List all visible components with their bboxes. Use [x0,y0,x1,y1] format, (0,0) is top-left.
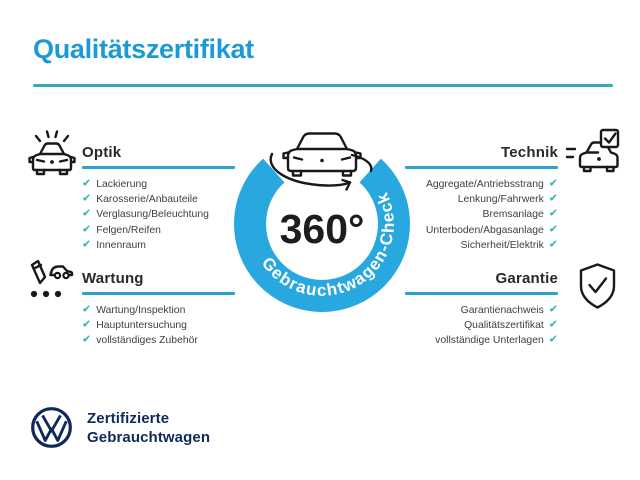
title-divider [33,84,613,87]
check-icon: ✔ [82,333,92,346]
check-icon: ✔ [82,177,92,190]
footer-line1: Zertifizierte [87,409,170,427]
check-icon: ✔ [548,192,558,205]
section-title: Optik [82,144,122,161]
check-item-label: Wartung/Inspektion [96,304,186,316]
check-icon: ✔ [548,223,558,236]
car-rotate-icon [269,132,373,191]
shield-check-icon [577,262,618,310]
check-item-label: Karosserie/Anbauteile [96,194,198,206]
check-item-label: Unterboden/Abgasanlage [425,224,544,236]
check-item-label: vollständiges Zubehör [96,335,198,347]
check-item: ✔ vollständiges Zubehör [82,333,235,348]
checklist-car-icon [24,258,76,308]
certified-used-cars-label: Zertifizierte Gebrauchtwagen [87,409,210,447]
page-title: Qualitätszertifikat [33,34,254,64]
section-wartung: Wartung ✔ Wartung/Inspektion ✔ Hauptunte… [82,270,235,349]
check-item-label: Hauptuntersuchung [96,320,187,332]
check-item: ✔ Karosserie/Anbauteile [82,192,235,207]
check-icon: ✔ [82,318,92,331]
section-title: Technik [501,144,558,161]
check-item: ✔ Innenraum [82,238,235,253]
section-divider [405,292,558,295]
brand-footer: Zertifizierte Gebrauchtwagen [30,406,210,449]
check-icon: ✔ [82,238,92,251]
section-divider [82,292,235,295]
check-item: ✔ Bremsanlage [405,207,558,222]
check-icon: ✔ [548,318,558,331]
check-item-label: Aggregate/Antriebsstrang [425,178,544,190]
check-item: ✔ Lackierung [82,177,235,192]
vw-logo [30,406,73,449]
section-optik: Optik ✔ Lackierung ✔ Karosserie/Anbautei… [82,144,235,253]
check-item: ✔ Wartung/Inspektion [82,303,235,318]
check-item-label: Lenkung/Fahrwerk [457,194,544,206]
check-item: ✔ Lenkung/Fahrwerk [405,192,558,207]
section-title: Wartung [82,270,144,287]
check-icon: ✔ [548,333,558,346]
car-checkbox-icon [565,128,623,178]
check-icon: ✔ [82,303,92,316]
check-list: ✔ Lackierung ✔ Karosserie/Anbauteile ✔ V… [82,177,235,254]
check-item-label: Bremsanlage [482,209,544,221]
check-item: ✔ Unterboden/Abgasanlage [405,223,558,238]
check-icon: ✔ [82,223,92,236]
check-item: ✔ Sicherheit/Elektrik [405,238,558,253]
check-list: ✔ Aggregate/Antriebsstrang ✔ Lenkung/Fah… [405,177,558,254]
check-item: ✔ Felgen/Reifen [82,223,235,238]
check-item-label: Innenraum [96,240,146,252]
section-garantie: Garantie ✔ Garantienachweis ✔ Qualitätsz… [405,270,558,349]
check-item: ✔ Verglasung/Beleuchtung [82,207,235,222]
check-icon: ✔ [548,238,558,251]
check-item: ✔ Hauptuntersuchung [82,318,235,333]
check-icon: ✔ [82,207,92,220]
section-divider [82,166,235,169]
check-icon: ✔ [548,177,558,190]
check-list: ✔ Garantienachweis ✔ Qualitätszertifikat… [405,303,558,349]
check-item-label: Lackierung [96,178,148,190]
footer-line2: Gebrauchtwagen [87,428,211,446]
section-divider [405,166,558,169]
check-item-label: Qualitätszertifikat [464,320,544,332]
check-item-label: vollständige Unterlagen [435,335,544,347]
section-title: Garantie [495,270,558,287]
check-item: ✔ Garantienachweis [405,303,558,318]
check-item-label: Sicherheit/Elektrik [460,240,544,252]
section-technik: Technik ✔ Aggregate/Antriebsstrang ✔ Len… [405,144,558,253]
degree-label: 360° [280,206,365,252]
check-item: ✔ Qualitätszertifikat [405,318,558,333]
ring-label: Gebrauchtwagen-Check [258,189,398,300]
check-item-label: Felgen/Reifen [96,224,161,236]
check-icon: ✔ [82,192,92,205]
check-icon: ✔ [548,207,558,220]
check-list: ✔ Wartung/Inspektion ✔ Hauptuntersuchung… [82,303,235,349]
check-icon: ✔ [548,303,558,316]
car-shine-icon [25,127,79,179]
ring-shape [234,158,410,312]
check-item: ✔ Aggregate/Antriebsstrang [405,177,558,192]
check-item-label: Garantienachweis [460,304,544,316]
check-item-label: Verglasung/Beleuchtung [96,209,209,221]
check-item: ✔ vollständige Unterlagen [405,333,558,348]
